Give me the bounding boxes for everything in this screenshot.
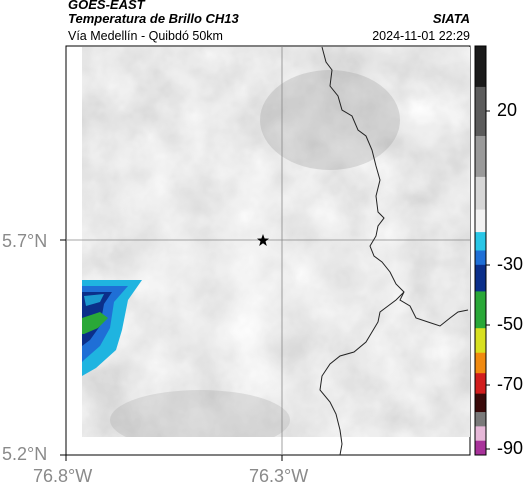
colorbar-segment (475, 352, 486, 374)
colorbar-segment (475, 232, 486, 251)
department-boundary (321, 46, 469, 327)
lat-label: 5.2°N (2, 444, 48, 464)
colorbar-segment (475, 412, 486, 427)
station-star-icon (257, 234, 269, 246)
colorbar-label: 20 (497, 100, 518, 120)
lat-label: 5.7°N (2, 231, 48, 251)
lon-label: 76.3°W (249, 466, 309, 486)
colorbar-segment (475, 135, 486, 178)
cold-cloud-cluster (82, 280, 142, 376)
colorbar (475, 46, 486, 456)
colorbar-label: -70 (497, 374, 524, 394)
product-title: Temperatura de Brillo CH13 (68, 11, 239, 26)
colorbar-segment (475, 46, 486, 88)
colorbar-label: -30 (497, 254, 524, 274)
colorbar-segment (475, 440, 486, 456)
colorbar-segment (475, 209, 486, 233)
colorbar-segment (475, 86, 486, 137)
brightness-temperature-image (82, 47, 470, 437)
colorbar-segment (475, 426, 486, 442)
municipal-boundary (319, 291, 405, 456)
colorbar-label: -50 (497, 314, 524, 334)
colorbar-ticks (486, 110, 490, 450)
colorbar-segment (475, 328, 486, 354)
colorbar-segment (475, 291, 486, 329)
colorbar-segment (475, 393, 486, 413)
region-subtitle: Vía Medellín - Quibdó 50km (68, 29, 223, 43)
colorbar-segment (475, 176, 486, 211)
organization-label: SIATA (432, 11, 470, 26)
colorbar-label: -90 (497, 438, 524, 458)
timestamp-label: 2024-11-01 22:29 (372, 29, 470, 43)
colorbar-segment (475, 250, 486, 266)
colorbar-frame (474, 45, 487, 456)
colorbar-segment (475, 264, 486, 292)
satellite-title: GOES-EAST (68, 0, 145, 12)
colorbar-segment (475, 373, 486, 395)
lon-label: 76.8°W (33, 466, 93, 486)
